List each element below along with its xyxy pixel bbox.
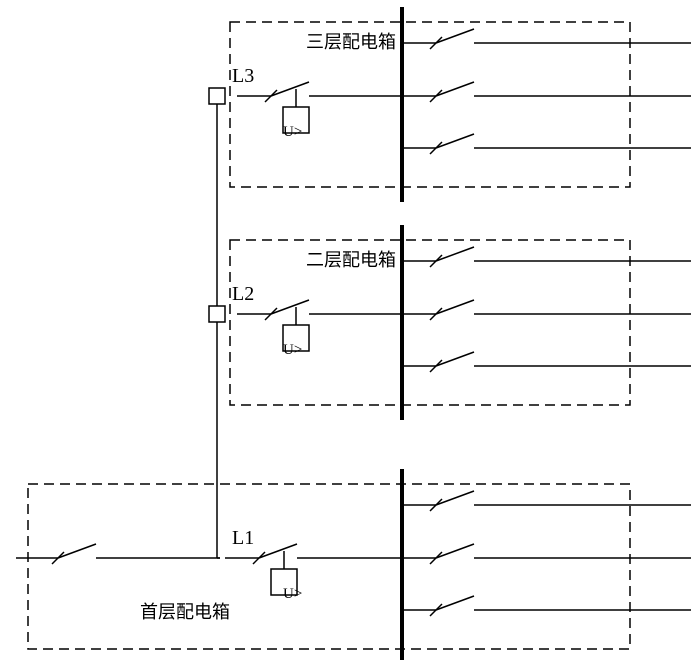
label-L3: L3: [232, 65, 254, 87]
feeder-L2-2-contact: [436, 352, 474, 366]
feeder-L3-0-contact: [436, 29, 474, 43]
electrical-diagram: 三层配电箱 L3 U> 二层配电箱 L2 U> 首层配电箱 L1 U>: [0, 0, 697, 660]
breaker-in-L1-contact: [259, 544, 297, 558]
breaker-in-L2-contact: [271, 300, 309, 314]
title-L2: 二层配电箱: [306, 250, 396, 270]
box-L1: [28, 484, 630, 649]
junction-0: [209, 88, 225, 104]
label-L1: L1: [232, 527, 254, 549]
feeder-L3-1-contact: [436, 82, 474, 96]
supply-contact: [58, 544, 96, 558]
box-L2: [230, 240, 630, 405]
feeder-L3-2-contact: [436, 134, 474, 148]
title-L1: 首层配电箱: [140, 602, 230, 622]
feeder-L1-2-contact: [436, 596, 474, 610]
label-L2: L2: [232, 283, 254, 305]
feeder-L1-0-contact: [436, 491, 474, 505]
feeder-L2-1-contact: [436, 300, 474, 314]
breaker-in-L3-contact: [271, 82, 309, 96]
trip-L2-label: U>: [283, 342, 302, 358]
trip-L1-label: U>: [283, 586, 302, 602]
feeder-L1-1-contact: [436, 544, 474, 558]
trip-L3-label: U>: [283, 124, 302, 140]
title-L3: 三层配电箱: [306, 32, 396, 52]
box-L3: [230, 22, 630, 187]
feeder-L2-0-contact: [436, 247, 474, 261]
junction-1: [209, 306, 225, 322]
